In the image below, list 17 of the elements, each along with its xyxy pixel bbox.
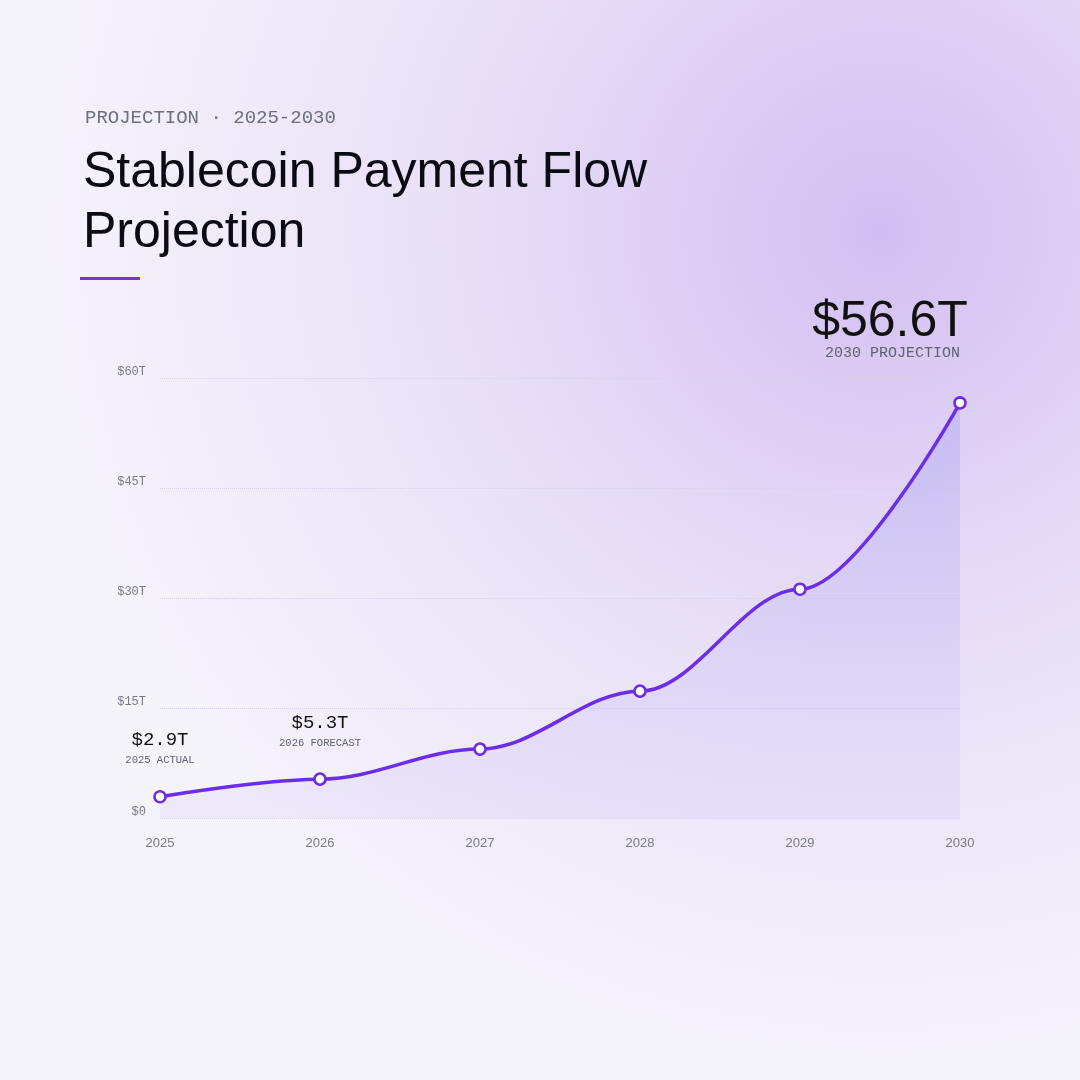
data-label: $5.3T — [291, 711, 349, 734]
x-tick-label: 2030 — [945, 835, 975, 850]
y-tick-label: $45T — [117, 475, 146, 489]
annotation: 2026 FORECAST — [279, 736, 361, 749]
y-tick-label: $0 — [131, 805, 146, 819]
annotation: 2025 ACTUAL — [125, 754, 195, 767]
x-tick-label: 2027 — [465, 835, 495, 850]
y-tick-label: $15T — [117, 695, 146, 709]
x-tick-label: 2028 — [625, 835, 655, 850]
chart-title: Stablecoin Payment Flow Projection — [83, 142, 662, 258]
x-tick-label: 2025 — [145, 835, 175, 850]
x-tick-label: 2026 — [305, 835, 335, 850]
x-tick-label: 2029 — [785, 835, 815, 850]
y-tick-label: $30T — [117, 585, 146, 599]
data-label: $2.9T — [131, 729, 189, 752]
chart-subtitle: PROJECTION · 2025-2030 — [85, 106, 336, 129]
y-tick-label: $60T — [117, 365, 146, 379]
